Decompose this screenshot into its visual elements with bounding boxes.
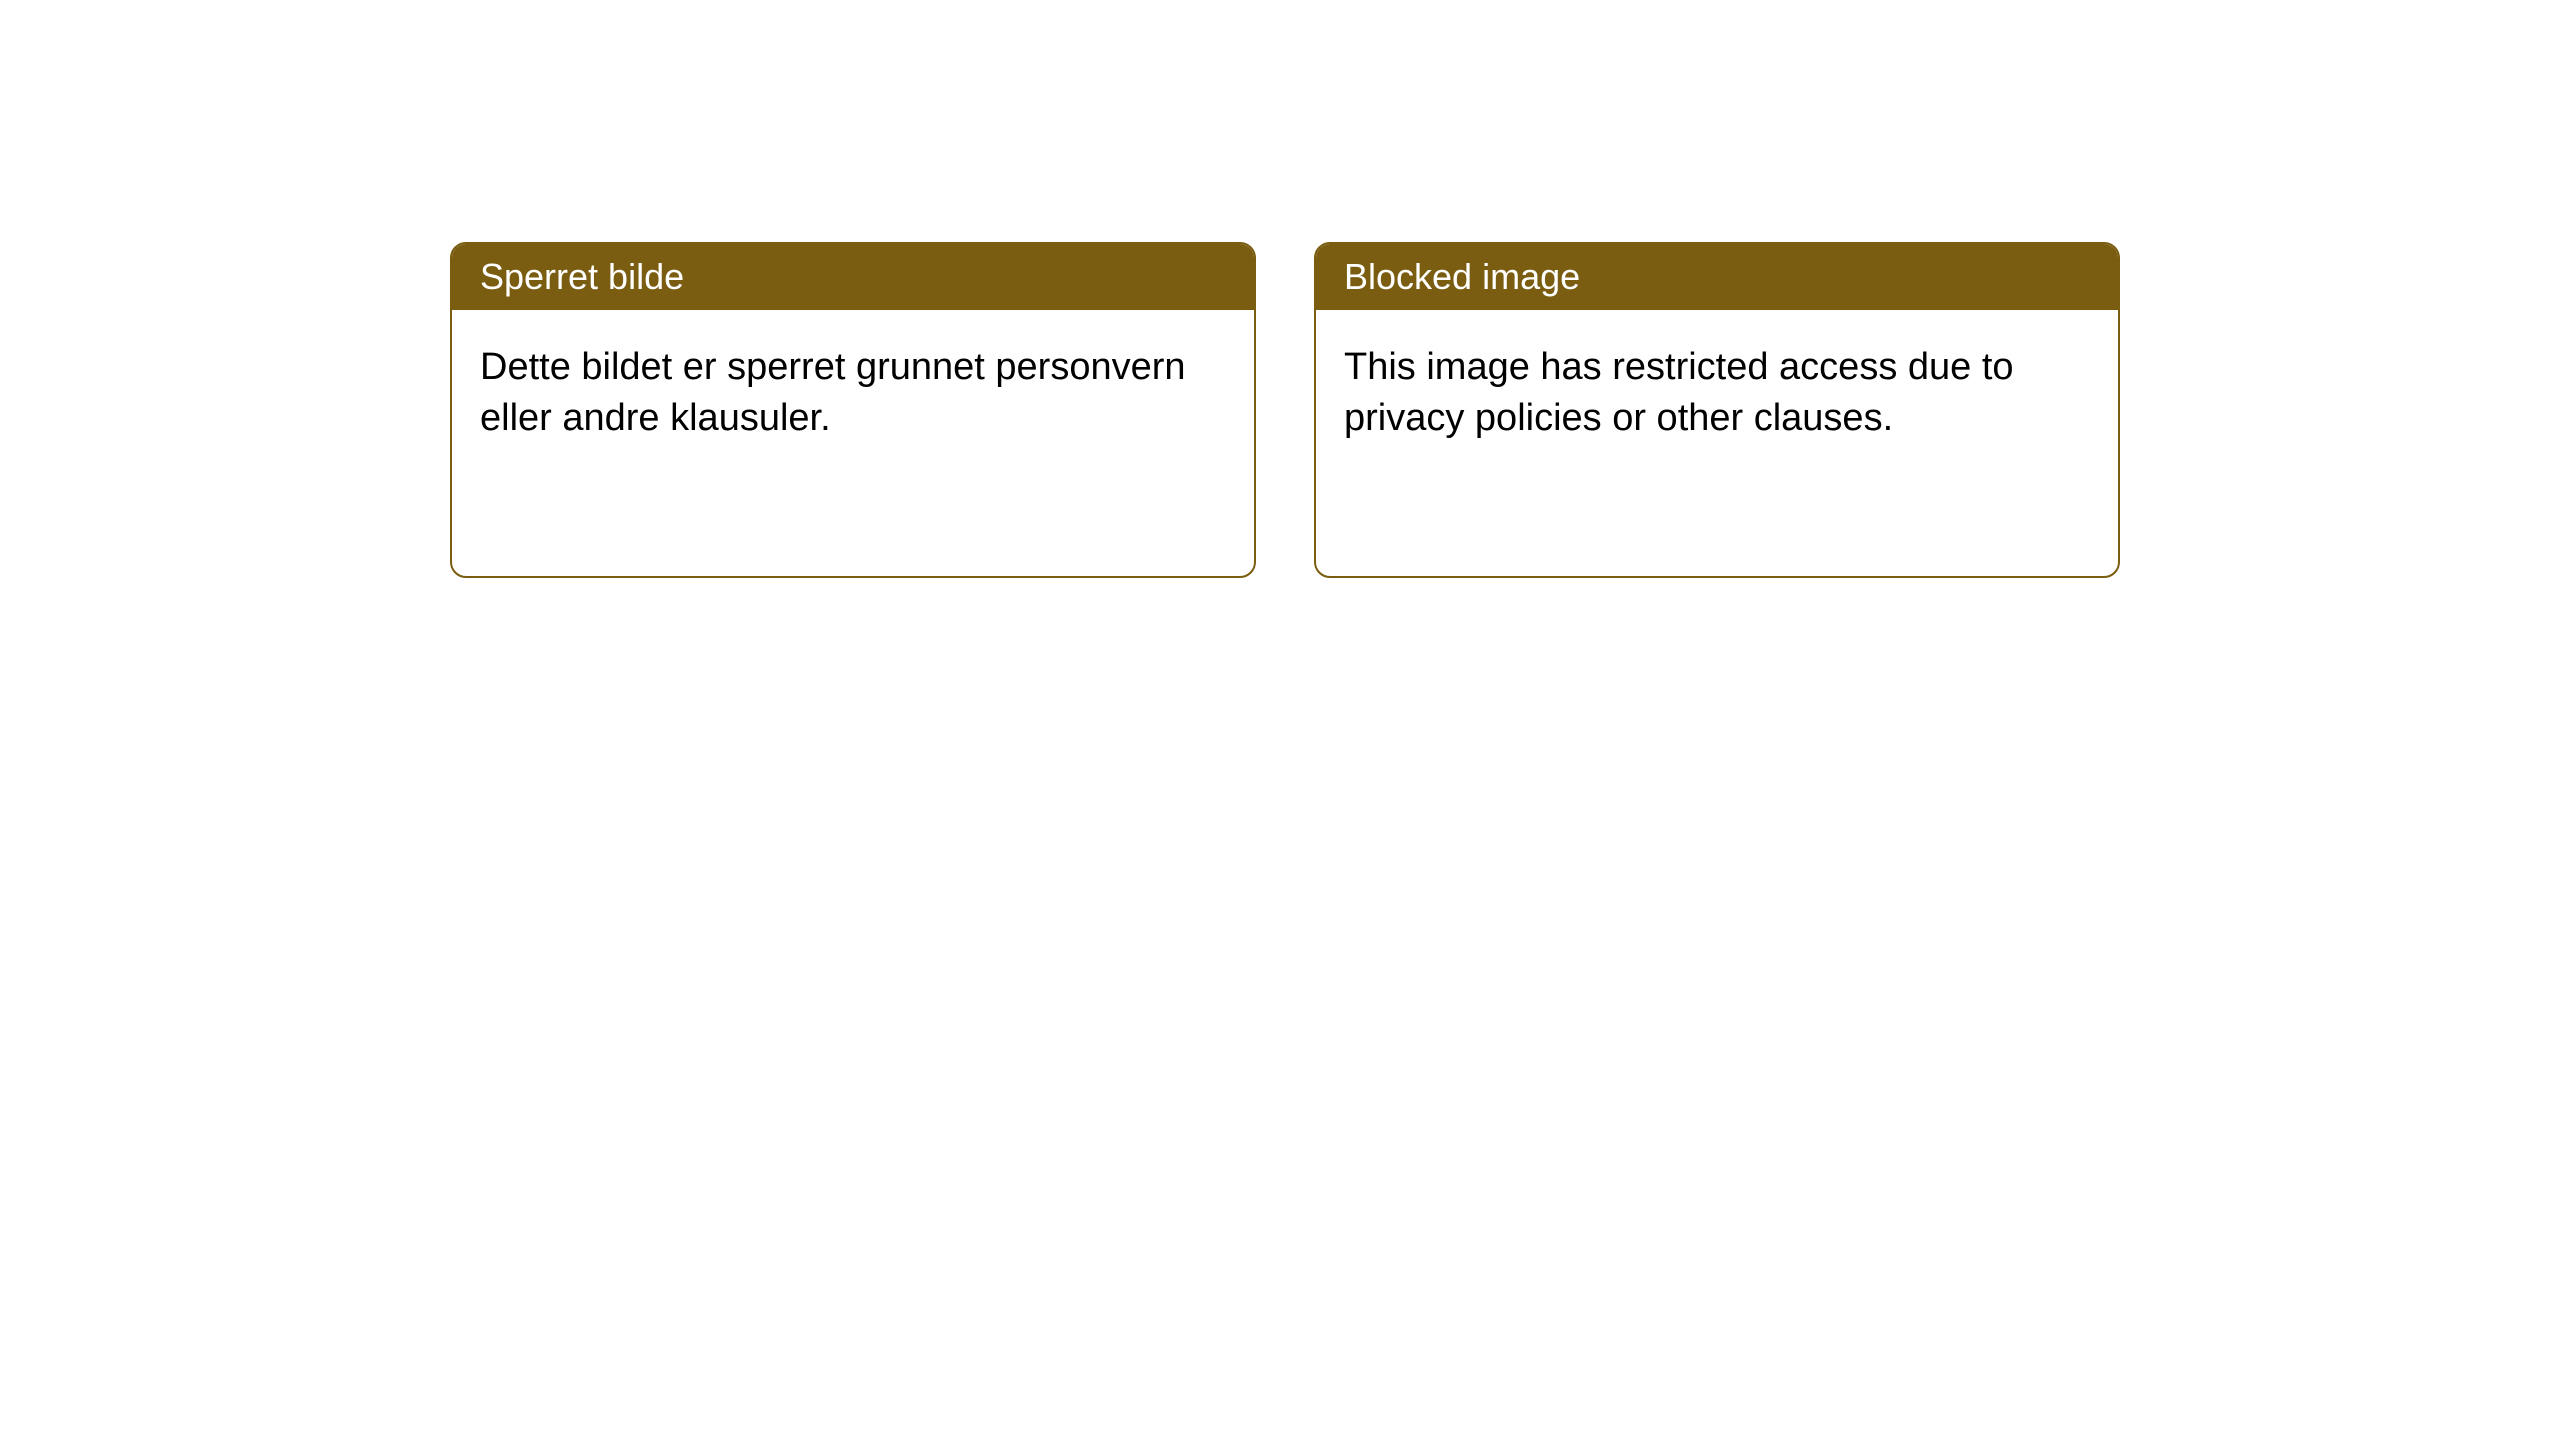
card-body-norwegian: Dette bildet er sperret grunnet personve… — [452, 310, 1254, 477]
notice-card-norwegian: Sperret bilde Dette bildet er sperret gr… — [450, 242, 1256, 578]
card-header-english: Blocked image — [1316, 244, 2118, 310]
card-body-english: This image has restricted access due to … — [1316, 310, 2118, 477]
notice-card-english: Blocked image This image has restricted … — [1314, 242, 2120, 578]
card-message-english: This image has restricted access due to … — [1344, 346, 2014, 439]
card-title-norwegian: Sperret bilde — [480, 256, 684, 297]
card-header-norwegian: Sperret bilde — [452, 244, 1254, 310]
card-message-norwegian: Dette bildet er sperret grunnet personve… — [480, 346, 1186, 439]
card-title-english: Blocked image — [1344, 256, 1580, 297]
notice-container: Sperret bilde Dette bildet er sperret gr… — [450, 242, 2120, 578]
